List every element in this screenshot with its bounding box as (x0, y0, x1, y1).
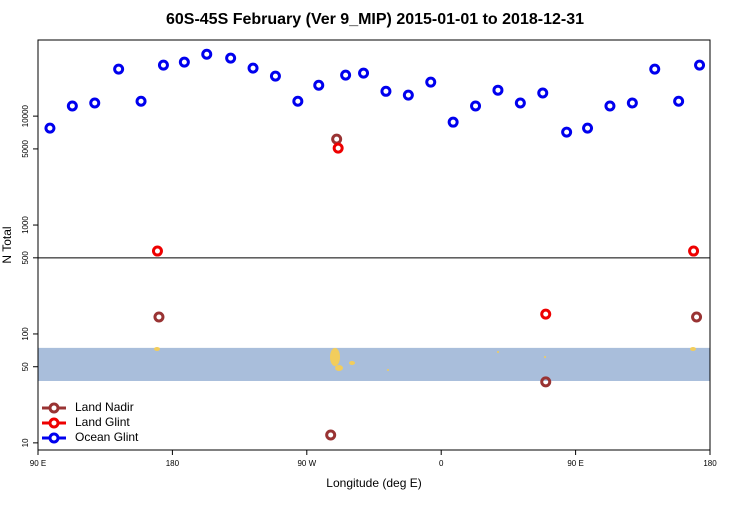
y-tick-label: 100 (21, 327, 30, 341)
point (540, 376, 552, 388)
y-tick-label: 50 (21, 362, 30, 371)
point (561, 126, 573, 138)
point (425, 76, 437, 88)
legend-marker (48, 402, 60, 414)
point (649, 63, 661, 75)
point (332, 142, 344, 154)
legend-label: Land Nadir (75, 400, 134, 414)
land-shape (154, 347, 160, 351)
point (447, 116, 459, 128)
point (292, 95, 304, 107)
legend-marker (48, 417, 60, 429)
point (331, 133, 343, 145)
plot-frame (37, 39, 711, 451)
point (694, 59, 706, 71)
y-tick-label: 5000 (21, 139, 30, 157)
point (604, 100, 616, 112)
legend-label: Ocean Glint (75, 430, 139, 444)
point (66, 100, 78, 112)
y-axis-label: N Total (0, 226, 14, 263)
land-shape (335, 365, 343, 371)
land-shape (387, 369, 389, 371)
x-tick-label: 180 (166, 459, 180, 468)
point (153, 311, 165, 323)
point (691, 311, 703, 323)
point (201, 48, 213, 60)
point (380, 85, 392, 97)
land-shape (330, 348, 340, 366)
legend-label: Land Glint (75, 415, 130, 429)
x-axis-label: Longitude (deg E) (326, 476, 421, 490)
point (313, 79, 325, 91)
point (537, 87, 549, 99)
y-tick-label: 10 (21, 438, 30, 447)
point (673, 95, 685, 107)
x-tick-label: 90 W (297, 459, 316, 468)
chart-title: 60S-45S February (Ver 9_MIP) 2015-01-01 … (166, 11, 584, 28)
land-shape (349, 361, 355, 365)
point (626, 97, 638, 109)
point (540, 308, 552, 320)
x-tick-label: 90 E (567, 459, 583, 468)
point (157, 59, 169, 71)
point (470, 100, 482, 112)
point (89, 97, 101, 109)
y-tick-label: 10000 (21, 104, 30, 127)
band (38, 347, 710, 381)
point (44, 122, 56, 134)
point (113, 63, 125, 75)
legend-marker (48, 432, 60, 444)
point (358, 67, 370, 79)
point (151, 245, 163, 257)
point (582, 122, 594, 134)
point (247, 62, 259, 74)
point (402, 89, 414, 101)
point (514, 97, 526, 109)
point (492, 84, 504, 96)
land-shape (690, 347, 696, 351)
point (325, 429, 337, 441)
point (178, 56, 190, 68)
point (688, 245, 700, 257)
point (135, 95, 147, 107)
x-tick-label: 90 E (30, 459, 46, 468)
land-shape (544, 356, 546, 358)
land-shape (497, 351, 499, 353)
point (225, 52, 237, 64)
y-tick-label: 500 (21, 251, 30, 265)
x-tick-label: 180 (703, 459, 717, 468)
point (340, 69, 352, 81)
x-tick-label: 0 (439, 459, 444, 468)
point (269, 70, 281, 82)
y-tick-label: 1000 (21, 216, 30, 234)
